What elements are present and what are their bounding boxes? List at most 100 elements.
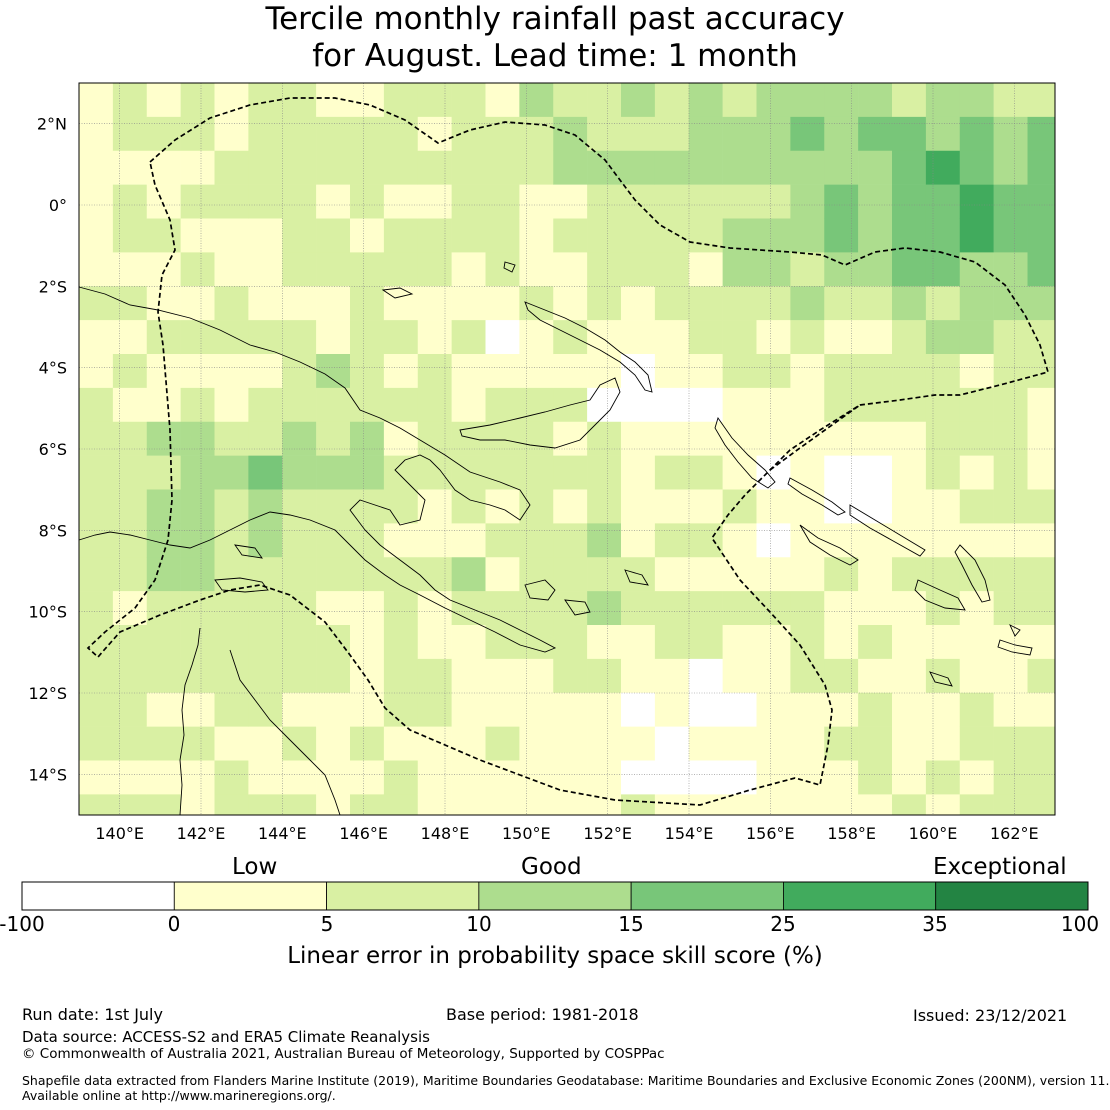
- skill-cell: [316, 591, 351, 626]
- skill-cell: [112, 523, 148, 558]
- skill-cell: [316, 286, 351, 321]
- skill-cell: [112, 218, 148, 253]
- skill-cell: [621, 150, 656, 185]
- skill-cell: [316, 354, 351, 389]
- skill-cell: [146, 489, 181, 524]
- skill-cell: [146, 150, 181, 185]
- colorbar-block: [21, 881, 175, 911]
- skill-cell: [621, 692, 656, 727]
- skill-cell: [756, 150, 791, 185]
- skill-cell: [790, 252, 825, 287]
- skill-cell: [316, 692, 351, 727]
- skill-cell: [553, 658, 588, 694]
- admiralty-islands-coastline: [381, 261, 516, 299]
- skill-cell: [519, 760, 554, 795]
- skill-cell: [485, 218, 520, 253]
- skill-cell: [383, 658, 419, 694]
- skill-cell: [959, 794, 994, 816]
- skill-cell: [180, 557, 215, 592]
- skill-cell: [790, 658, 825, 694]
- skill-cell: [621, 184, 656, 219]
- skill-cell: [485, 252, 520, 287]
- skill-cell: [350, 83, 385, 118]
- skill-cell: [654, 252, 690, 287]
- skill-cell: [417, 794, 452, 816]
- skill-cell: [824, 354, 859, 389]
- skill-cell: [214, 760, 249, 795]
- skill-cell: [654, 354, 690, 389]
- skill-cell: [824, 150, 859, 185]
- skill-cell: [892, 354, 927, 389]
- longitude-tick-label: 156°E: [746, 824, 795, 843]
- skill-cell: [79, 354, 114, 389]
- skill-cell: [519, 489, 554, 524]
- skill-cell: [485, 557, 520, 592]
- skill-cell: [892, 320, 927, 355]
- skill-cell: [350, 252, 385, 287]
- skill-cell: [451, 116, 486, 152]
- skill-cell: [485, 726, 520, 761]
- skill-cell: [79, 218, 114, 253]
- skill-cell: [451, 421, 486, 456]
- skill-cell: [112, 320, 148, 355]
- skill-cell: [417, 455, 452, 490]
- skill-cell: [722, 625, 757, 660]
- skill-cell: [621, 794, 656, 816]
- skill-cell: [248, 184, 283, 219]
- skill-cell: [756, 658, 791, 694]
- skill-cell: [417, 286, 452, 321]
- skill-cell: [180, 692, 215, 727]
- skill-cell: [621, 421, 656, 456]
- skill-cell: [383, 252, 419, 287]
- skill-cell: [756, 320, 791, 355]
- colorbar-frame: [21, 881, 1089, 911]
- skill-cell: [180, 150, 215, 185]
- skill-cell: [858, 489, 893, 524]
- skill-cell: [858, 421, 893, 456]
- skill-cell: [79, 557, 114, 592]
- skill-cell: [112, 150, 148, 185]
- skill-cell: [248, 557, 283, 592]
- skill-cell: [654, 726, 690, 761]
- skill-cell: [587, 557, 622, 592]
- new-britain-coastline: [459, 377, 621, 449]
- skill-cell: [112, 726, 148, 761]
- skill-cell: [417, 218, 452, 253]
- latitude-tick-label: 12°S: [28, 684, 67, 703]
- skill-cell: [180, 625, 215, 660]
- skill-cell: [383, 760, 419, 795]
- skill-cell: [316, 557, 351, 592]
- skill-cell: [553, 692, 588, 727]
- skill-cell: [248, 320, 283, 355]
- skill-cell: [417, 658, 452, 694]
- base-period: Base period: 1981-2018: [446, 1005, 639, 1024]
- skill-cell: [756, 184, 791, 219]
- skill-cell: [146, 83, 181, 118]
- skill-cell: [824, 184, 859, 219]
- skill-cell: [824, 83, 859, 118]
- skill-cell: [214, 252, 249, 287]
- skill-cell: [790, 83, 825, 118]
- skill-cell: [621, 489, 656, 524]
- skill-cell: [214, 83, 249, 118]
- skill-cell: [214, 320, 249, 355]
- skill-cell: [417, 150, 452, 185]
- skill-cell: [79, 320, 114, 355]
- skill-cell: [1027, 320, 1056, 355]
- skill-cell: [248, 794, 283, 816]
- skill-cell: [790, 523, 825, 558]
- skill-cell: [214, 557, 249, 592]
- skill-cell: [350, 760, 385, 795]
- skill-cell: [621, 387, 656, 423]
- skill-cell: [112, 184, 148, 219]
- skill-cell: [756, 286, 791, 321]
- skill-cell: [1027, 218, 1056, 253]
- skill-cell: [790, 489, 825, 524]
- skill-cell: [993, 387, 1028, 423]
- latitude-tick-label: 10°S: [28, 603, 67, 622]
- skill-cell: [417, 625, 452, 660]
- skill-cell: [959, 116, 994, 152]
- skill-cell: [756, 354, 791, 389]
- skill-cell: [892, 387, 927, 423]
- skill-cell: [451, 557, 486, 592]
